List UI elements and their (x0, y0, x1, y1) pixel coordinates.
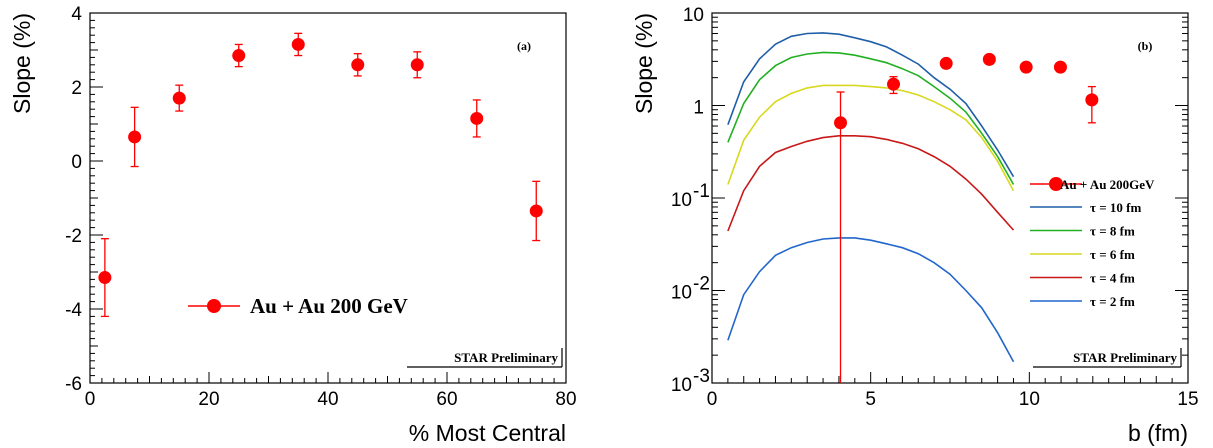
panel-b-marker (834, 116, 848, 130)
panel-b-x-tick-label: 15 (1177, 389, 1198, 410)
panel-a-data-point (410, 51, 424, 79)
panel-b-label: (b) (1138, 39, 1153, 53)
panel-b-data-point (1019, 60, 1033, 74)
panel-b-marker (982, 52, 996, 66)
panel-b-legend-item: τ = 10 fm (1030, 200, 1141, 215)
panel-b-curve (727, 135, 1015, 232)
panel-b-curve (727, 51, 1015, 185)
panel-a-y-tick-label: -2 (65, 226, 82, 247)
panel-a-y-tick-label: 4 (71, 4, 82, 25)
panel-a-legend: Au + Au 200 GeV (188, 294, 408, 318)
panel-b-marker (1053, 60, 1067, 74)
panel-b-data-point (939, 56, 953, 70)
panel-b-y-tick-label: 10 -1 (671, 181, 710, 211)
panel-a-legend-label: Au + Au 200 GeV (250, 294, 408, 318)
panel-a-y-tick-label: 0 (71, 152, 82, 173)
panel-a-x-axis-label: % Most Central (409, 420, 566, 446)
panel-b-y-tick-label: 10 -3 (671, 366, 710, 396)
panel-b-y-tick-exponent: -1 (693, 181, 710, 202)
panel-b-x-tick-label: 10 (1019, 389, 1040, 410)
panel-a-y-tick-label: 2 (71, 78, 82, 99)
panel-a-x-tick-label: 20 (198, 389, 219, 410)
panel-b-legend-label: τ = 6 fm (1090, 247, 1135, 262)
panel-a-data-point (529, 180, 543, 242)
panel-b-legend-label: τ = 10 fm (1090, 200, 1141, 215)
panel-a-legend-marker (207, 299, 221, 313)
panel-a-marker (351, 58, 365, 72)
panel-b-y-tick-exponent: -3 (693, 366, 710, 387)
panel-a-chart: 0 20 40 60 80 -6 -4 -2 0 2 4 % Most Central Slope … (9, 4, 577, 446)
panel-a-data-point (351, 53, 365, 77)
panel-b-y-axis-label: Slope (%) (631, 13, 657, 114)
panel-b-y-tick-base: 10 (671, 283, 692, 304)
panel-a-data-point (128, 106, 142, 168)
panel-b-marker (1019, 60, 1033, 74)
panel-b-data-point (1085, 85, 1099, 124)
panel-a-watermark-box: STAR Preliminary (404, 345, 563, 368)
panel-b-x-tick-label: 5 (865, 389, 876, 410)
panel-b-legend-item: τ = 4 fm (1030, 271, 1135, 286)
panel-a-marker (172, 91, 186, 105)
panel-a-data-point (232, 43, 246, 68)
panel-a-data-point (98, 238, 112, 318)
panel-b-legend-item: Au + Au 200GeV (1030, 177, 1155, 192)
panel-b-marker (887, 77, 901, 91)
panel-a-marker (410, 58, 424, 72)
panel-b-data-point (834, 91, 848, 383)
panel-a-y-tick-label: -6 (65, 374, 82, 395)
panel-b-data-point (887, 76, 901, 95)
panel-b-data-point (982, 52, 996, 66)
panel-b-data-point (1053, 60, 1067, 74)
panel-b-marker (1085, 93, 1099, 107)
panel-b-y-tick-label: 10 (683, 5, 704, 26)
panel-a-data-point (172, 84, 186, 112)
panel-b-y-tick-base: 10 (683, 5, 704, 26)
panel-b-legend-marker (1049, 177, 1063, 191)
panel-b-y-tick-base: 10 (671, 190, 692, 211)
panel-a-x-tick-label: 60 (436, 389, 457, 410)
panel-a-y-axis-label: Slope (%) (9, 13, 35, 114)
panel-b-watermark: STAR Preliminary (1073, 350, 1177, 365)
panel-a-label: (a) (517, 39, 531, 53)
panel-a-data-point (291, 32, 305, 57)
panel-b-curve (727, 32, 1015, 178)
panel-a-x-tick-label: 80 (555, 389, 576, 410)
panel-b-y-tick-base: 10 (671, 375, 692, 396)
panel-b-y-tick-exponent: -2 (693, 274, 710, 295)
panel-b-marker (939, 56, 953, 70)
panel-a-marker (232, 49, 246, 63)
panel-a-marker (529, 204, 543, 218)
panel-a-marker (470, 111, 484, 125)
panel-a-frame (89, 12, 567, 384)
panel-b-legend-label: τ = 8 fm (1090, 224, 1135, 239)
panel-a-marker (98, 271, 112, 285)
panel-b-watermark-box: STAR Preliminary (1030, 345, 1182, 368)
panel-b-x-tick-label: 0 (707, 389, 718, 410)
panel-b-curve (727, 84, 1015, 192)
panel-b-x-axis-label: b (fm) (1128, 420, 1188, 446)
panel-a-watermark: STAR Preliminary (454, 350, 558, 365)
panel-b-legend-label: τ = 2 fm (1090, 294, 1135, 309)
panel-b-legend-label: τ = 4 fm (1090, 271, 1135, 286)
panel-a-y-tick-label: -4 (65, 300, 82, 321)
panel-a-x-tick-label: 40 (317, 389, 338, 410)
panel-b-legend-item: τ = 2 fm (1030, 294, 1135, 309)
panel-b-legend: Au + Au 200GeV τ = 10 fm τ = 8 fm τ = 6 fm τ… (1030, 177, 1155, 309)
panel-b-y-tick-base: 1 (693, 98, 704, 119)
panel-a-marker (291, 37, 305, 51)
panel-a-marker (128, 130, 142, 144)
panel-a-data-point (470, 99, 484, 138)
panel-b-curve (727, 237, 1015, 363)
panel-b-legend-item: τ = 8 fm (1030, 224, 1135, 239)
panel-b-legend-label: Au + Au 200GeV (1060, 177, 1155, 192)
panel-a-x-tick-label: 0 (85, 389, 96, 410)
panel-b-y-tick-label: 1 (693, 98, 704, 119)
panel-b-y-tick-label: 10 -2 (671, 274, 710, 304)
panel-b-legend-item: τ = 6 fm (1030, 247, 1135, 262)
